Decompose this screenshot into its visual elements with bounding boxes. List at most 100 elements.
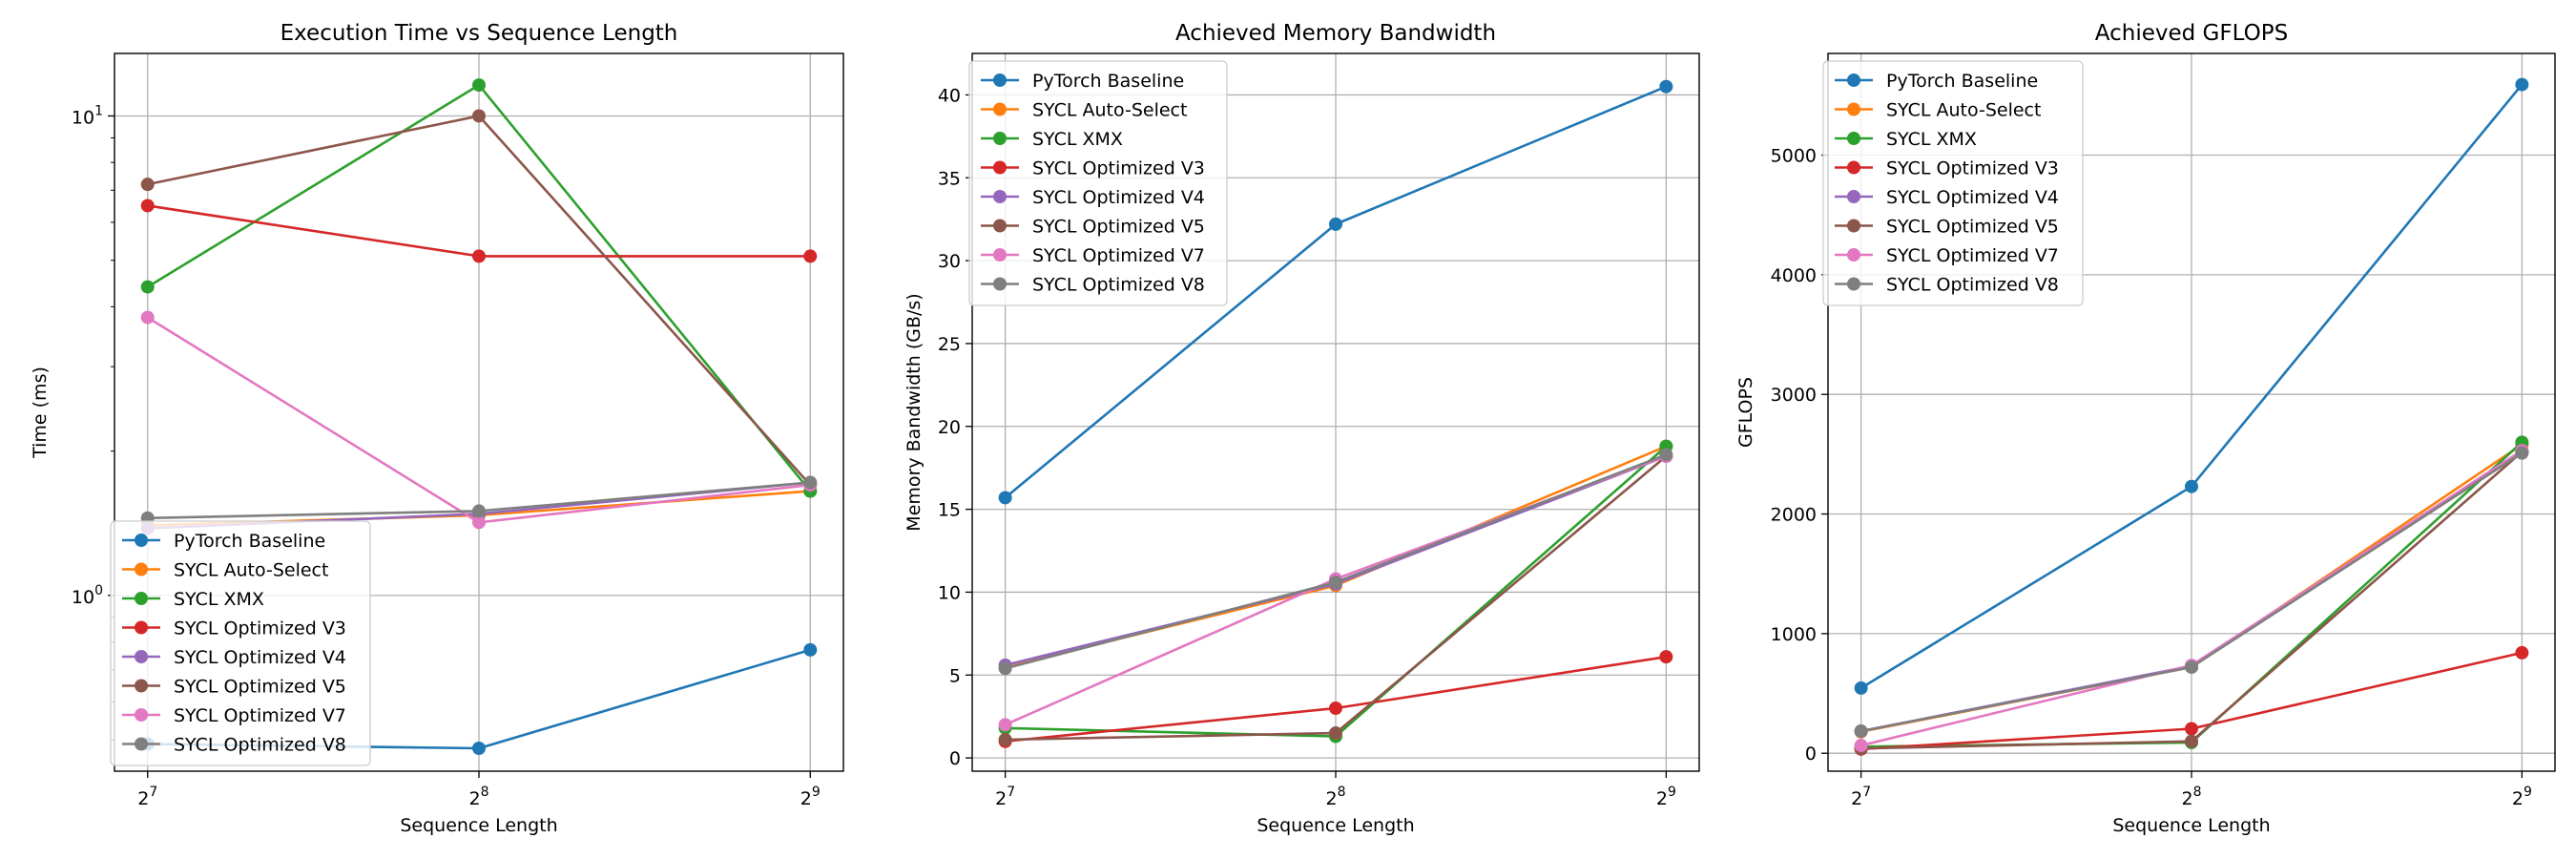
y-tick-label: 101 [72,103,103,128]
legend-box [110,520,371,766]
y-tick-label: 0 [1805,744,1817,765]
x-axis-label: Sequence Length [2112,815,2270,836]
series-sycl-optimized-v8 [998,448,1673,676]
series-sycl-optimized-v8 [140,475,818,525]
legend-label: SYCL Optimized V7 [1886,245,2059,266]
y-tick-label: 40 [938,85,961,106]
legend-marker [1847,73,1860,87]
legend-item: SYCL Auto-Select [122,560,328,581]
data-point [1659,79,1673,94]
legend-label: SYCL Optimized V3 [174,618,346,639]
y-tick-label: 35 [938,168,961,189]
legend-marker [135,562,148,576]
legend-marker [1847,160,1860,175]
y-tick-label: 20 [938,417,961,438]
legend-box [1822,60,2084,306]
legend-marker [1847,102,1860,116]
data-point [140,280,155,294]
data-point [1329,726,1342,741]
data-point [1659,448,1673,462]
data-point [803,642,818,657]
legend-marker [1847,190,1860,203]
legend-label: SYCL Optimized V4 [1886,187,2059,208]
legend-item: SYCL Optimized V3 [1835,158,2059,179]
y-tick-label: 4000 [1771,265,1817,286]
data-point [803,249,818,263]
data-point [472,78,486,93]
legend-item: SYCL Optimized V7 [122,705,346,726]
data-point [140,178,155,192]
x-axis-label: Sequence Length [400,815,557,836]
legend-item: SYCL Optimized V3 [122,618,346,639]
data-point [998,718,1012,732]
y-tick-label: 15 [938,500,961,521]
legend-label: SYCL Optimized V8 [1032,275,1205,296]
legend-item: SYCL Optimized V3 [981,158,1205,179]
legend-item: SYCL Optimized V5 [122,677,346,698]
x-tick-label: 29 [2512,785,2532,809]
legend-marker [1847,219,1860,233]
data-point [2185,722,2198,736]
data-point [998,491,1012,505]
x-tick-label: 28 [468,785,488,809]
legend-marker [1847,248,1860,262]
legend-label: SYCL XMX [1886,129,1977,150]
series-sycl-optimized-v8 [1854,446,2529,739]
legend-label: SYCL Optimized V5 [174,677,346,698]
legend-label: SYCL XMX [1032,129,1123,150]
data-point [472,515,486,530]
x-tick-label: 28 [2181,785,2201,809]
legend-marker [135,737,148,751]
y-tick-label: 5 [949,665,961,686]
legend-item: SYCL Auto-Select [1835,100,2041,121]
chart-title: Execution Time vs Sequence Length [280,21,678,46]
legend-marker [135,620,148,635]
legend: PyTorch Baseline SYCL Auto-Select SYCL XMX… [110,520,371,766]
data-point [1854,739,1868,753]
chart-title: Achieved Memory Bandwidth [1175,21,1496,46]
y-tick-label: 0 [949,748,961,769]
legend-marker [135,679,148,693]
x-axis-label: Sequence Length [1257,815,1414,836]
legend-item: PyTorch Baseline [122,531,325,552]
legend-marker [993,190,1007,203]
legend-marker [993,102,1007,116]
series-pytorch-baseline [998,79,1673,505]
legend-label: SYCL Optimized V7 [1032,245,1205,266]
legend-marker [993,132,1007,145]
data-point [1854,681,1868,695]
data-point [998,661,1012,676]
data-point [140,199,155,213]
legend-item: SYCL Optimized V7 [981,245,1205,266]
legend-marker [135,650,148,663]
legend-label: PyTorch Baseline [1886,71,2038,92]
legend-item: SYCL Auto-Select [981,100,1187,121]
legend-item: PyTorch Baseline [981,71,1184,92]
legend: PyTorch Baseline SYCL Auto-Select SYCL XMX… [1822,60,2084,306]
y-tick-label: 2000 [1771,505,1817,526]
data-point [472,249,486,263]
legend-label: SYCL Optimized V5 [1032,217,1205,238]
legend-label: SYCL Auto-Select [174,560,328,581]
legend-label: SYCL Optimized V8 [174,735,346,756]
chart-panel-1: 27 28 29 100 101 Execution Time vs Sequence L… [30,21,844,836]
x-tick-label: 27 [137,785,157,809]
legend-item: SYCL XMX [981,129,1123,150]
legend-item: SYCL Optimized V5 [981,217,1205,238]
data-point [140,310,155,325]
data-point [2185,660,2198,674]
y-tick-label: 25 [938,334,961,355]
data-point [1329,217,1342,231]
y-axis-label: Time (ms) [30,367,51,459]
x-tick-label: 27 [995,785,1015,809]
data-point [1329,576,1342,590]
legend-item: SYCL Optimized V4 [981,187,1205,208]
data-point [472,109,486,123]
legend-label: PyTorch Baseline [1032,71,1184,92]
legend-label: SYCL Auto-Select [1032,100,1187,121]
legend-label: SYCL Auto-Select [1886,100,2041,121]
y-axis-label: Memory Bandwidth (GB/s) [904,293,924,531]
legend-marker [993,73,1007,87]
legend-marker [135,534,148,547]
legend: PyTorch Baseline SYCL Auto-Select SYCL XMX… [968,60,1228,306]
